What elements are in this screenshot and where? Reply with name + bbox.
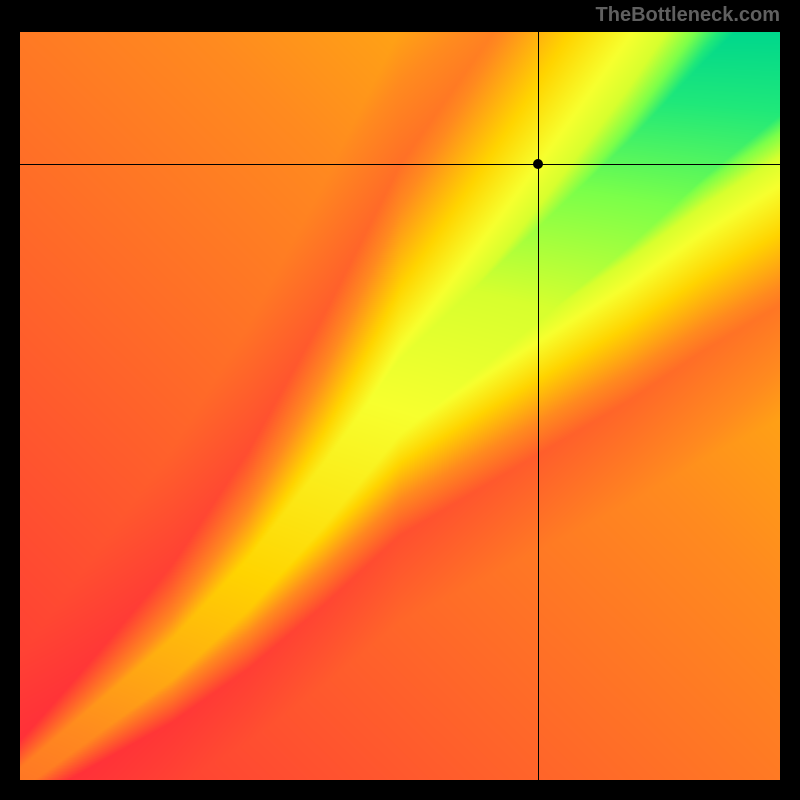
crosshair-vertical — [538, 32, 539, 780]
data-point-marker — [533, 159, 543, 169]
crosshair-horizontal — [20, 164, 780, 165]
heatmap-canvas — [20, 32, 780, 780]
heatmap-plot — [20, 32, 780, 780]
watermark: TheBottleneck.com — [596, 4, 780, 27]
